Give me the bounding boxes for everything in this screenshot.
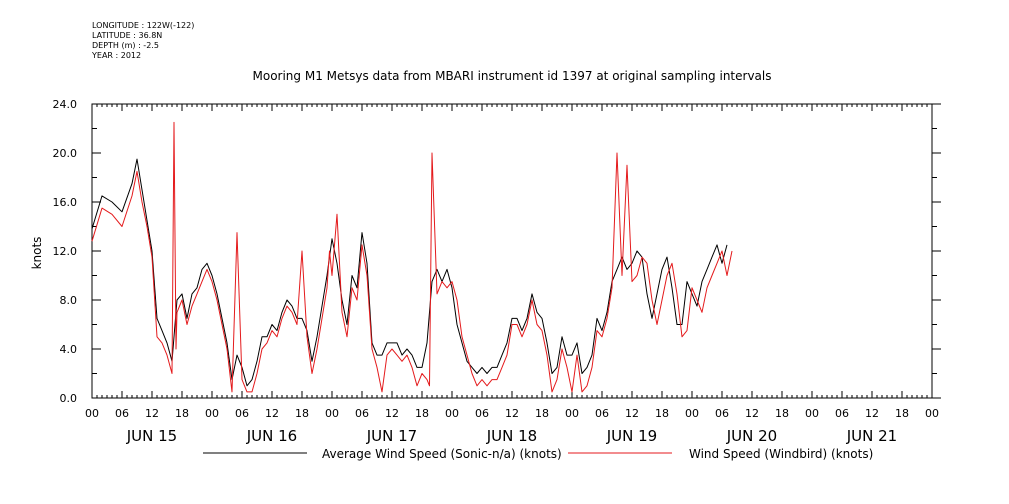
depth-label: DEPTH (m) : -2.5 <box>92 41 159 50</box>
x-tick-label: 00 <box>325 407 339 420</box>
day-label: JUN 18 <box>486 427 537 445</box>
x-tick-label: 00 <box>685 407 699 420</box>
longitude-label: LONGITUDE : 122W(-122) <box>92 21 195 30</box>
year-label: YEAR : 2012 <box>92 51 142 60</box>
x-tick-label: 00 <box>925 407 939 420</box>
x-tick-label: 00 <box>805 407 819 420</box>
x-tick-label: 06 <box>835 407 849 420</box>
x-tick-label: 06 <box>355 407 369 420</box>
y-tick-label: 8.0 <box>60 294 78 307</box>
day-label: JUN 20 <box>726 427 777 445</box>
series-line-0 <box>91 158 728 387</box>
x-tick-label: 18 <box>895 407 909 420</box>
x-tick-label: 06 <box>475 407 489 420</box>
metadata-block: LONGITUDE : 122W(-122) LATITUDE : 36.8N … <box>92 21 194 61</box>
x-tick-labels: 00 06 12 18 00 06 12 18 00 06 12 18 00 06 12 18 00 06 12 18… <box>85 407 939 420</box>
y-tick-label: 12.0 <box>53 245 78 258</box>
day-label: JUN 16 <box>246 427 297 445</box>
latitude-label: LATITUDE : 36.8N <box>92 31 163 40</box>
x-tick-label: 06 <box>235 407 249 420</box>
x-tick-label: 18 <box>655 407 669 420</box>
day-labels: JUN 15 JUN 16 JUN 17 JUN 18 JUN 19 JUN 20 JUN … <box>126 427 897 445</box>
x-tick-label: 12 <box>145 407 159 420</box>
y-tick-label: 24.0 <box>53 98 78 111</box>
x-tick-label: 00 <box>205 407 219 420</box>
x-tick-label: 12 <box>505 407 519 420</box>
x-tick-label: 12 <box>625 407 639 420</box>
x-tick-label: 12 <box>385 407 399 420</box>
y-tick-label: 0.0 <box>60 392 78 405</box>
y-tick-label: 4.0 <box>60 343 78 356</box>
x-tick-label: 12 <box>265 407 279 420</box>
legend-label-average-sonic: Average Wind Speed (Sonic-n/a) (knots) <box>322 447 562 461</box>
x-tick-label: 18 <box>175 407 189 420</box>
x-tick-label: 18 <box>775 407 789 420</box>
x-tick-label: 00 <box>565 407 579 420</box>
series-line-1 <box>91 121 733 393</box>
y-axis-label: knots <box>30 237 44 270</box>
day-label: JUN 19 <box>606 427 657 445</box>
y-tick-labels: 0.0 4.0 8.0 12.0 16.0 20.0 24.0 <box>53 98 78 405</box>
y-tick-label: 16.0 <box>53 196 78 209</box>
day-label: JUN 15 <box>126 427 177 445</box>
axis-ticks <box>91 103 941 399</box>
plot-frame <box>91 103 933 399</box>
x-tick-label: 12 <box>745 407 759 420</box>
y-tick-label: 20.0 <box>53 147 78 160</box>
day-label: JUN 17 <box>366 427 417 445</box>
x-tick-label: 18 <box>295 407 309 420</box>
legend: Average Wind Speed (Sonic-n/a) (knots) W… <box>203 447 873 461</box>
x-tick-label: 12 <box>865 407 879 420</box>
x-tick-label: 00 <box>85 407 99 420</box>
legend-label-windbird: Wind Speed (Windbird) (knots) <box>689 447 873 461</box>
chart-title: Mooring M1 Metsys data from MBARI instru… <box>253 69 772 83</box>
x-tick-label: 18 <box>535 407 549 420</box>
x-tick-label: 06 <box>595 407 609 420</box>
x-tick-label: 06 <box>115 407 129 420</box>
day-label: JUN 21 <box>846 427 897 445</box>
x-tick-label: 00 <box>445 407 459 420</box>
x-tick-label: 06 <box>715 407 729 420</box>
x-tick-label: 18 <box>415 407 429 420</box>
series-lines <box>91 121 733 393</box>
